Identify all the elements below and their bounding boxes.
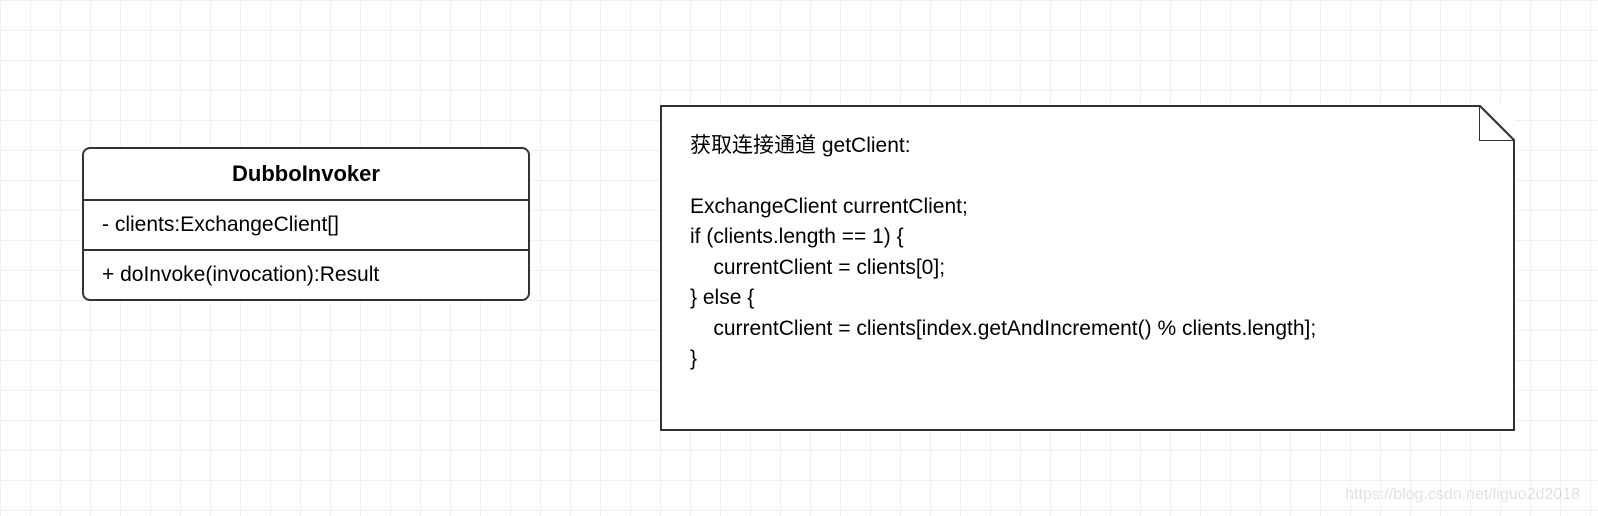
note-line: 获取连接通道 getClient:	[690, 131, 1485, 161]
uml-operation-row: + doInvoke(invocation):Result	[84, 251, 528, 299]
uml-attribute-row: - clients:ExchangeClient[]	[84, 201, 528, 251]
note-line: currentClient = clients[index.getAndIncr…	[690, 314, 1485, 344]
note-line: if (clients.length == 1) {	[690, 222, 1485, 252]
note-line: ExchangeClient currentClient;	[690, 192, 1485, 222]
uml-class-box: DubboInvoker - clients:ExchangeClient[] …	[82, 147, 530, 301]
note-fold-corner-icon	[1479, 105, 1515, 141]
note-line: } else {	[690, 283, 1485, 313]
note-line: }	[690, 344, 1485, 374]
uml-note-box: 获取连接通道 getClient: ExchangeClient current…	[660, 105, 1515, 431]
uml-class-title: DubboInvoker	[84, 149, 528, 201]
watermark-text: https://blog.csdn.net/liguo2d2018	[1345, 486, 1580, 504]
note-line	[690, 161, 1485, 191]
note-content: 获取连接通道 getClient: ExchangeClient current…	[690, 131, 1485, 375]
note-line: currentClient = clients[0];	[690, 253, 1485, 283]
